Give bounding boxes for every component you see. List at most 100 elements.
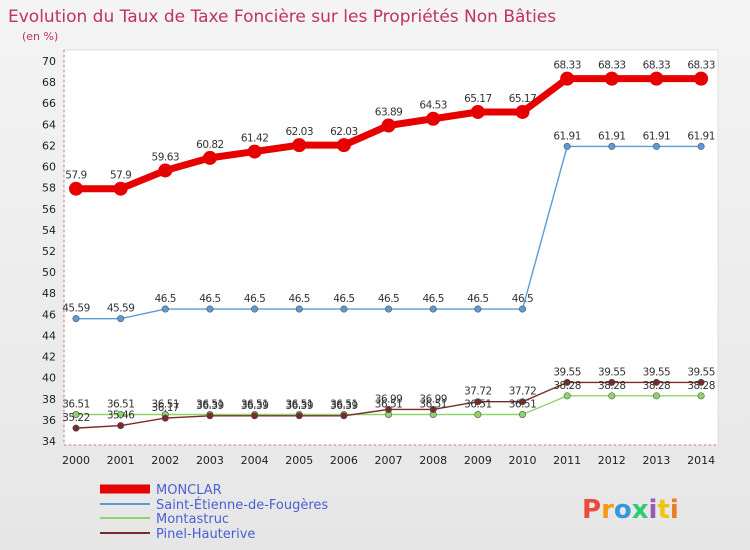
x-tick-label: 2000	[62, 454, 90, 467]
data-label: 61.91	[687, 130, 715, 142]
data-point	[608, 378, 616, 386]
data-point	[295, 412, 303, 420]
data-label: 60.82	[196, 139, 224, 151]
y-tick-label: 62	[42, 139, 56, 152]
data-point	[117, 315, 125, 323]
data-label: 62.03	[285, 126, 313, 138]
brand-logo: Proxiti	[582, 495, 679, 525]
data-point	[72, 411, 80, 419]
data-label: 36.39	[241, 400, 269, 412]
data-point	[72, 315, 80, 323]
data-label: 36.51	[419, 399, 447, 411]
data-label: 37.72	[509, 386, 537, 398]
data-label: 36.51	[375, 399, 403, 411]
data-label: 36.51	[509, 399, 537, 411]
y-tick-label: 46	[42, 308, 56, 321]
data-point	[563, 142, 571, 150]
data-label: 61.91	[643, 130, 671, 142]
x-tick-label: 2002	[151, 454, 179, 467]
data-point	[72, 424, 80, 432]
data-point	[202, 150, 217, 165]
data-point	[515, 104, 530, 119]
y-tick-label: 60	[42, 161, 56, 174]
data-point	[518, 305, 526, 313]
data-point	[470, 104, 485, 119]
data-point	[604, 71, 619, 86]
data-label: 36.17	[152, 402, 180, 414]
data-label: 61.42	[241, 133, 269, 145]
y-tick-label: 44	[42, 329, 56, 342]
data-point	[117, 411, 125, 419]
data-point	[694, 71, 709, 86]
data-label: 36.51	[464, 399, 492, 411]
data-label: 61.91	[598, 130, 626, 142]
x-tick-label: 2009	[464, 454, 492, 467]
data-point	[340, 412, 348, 420]
data-label: 61.91	[553, 130, 581, 142]
data-point	[518, 411, 526, 419]
legend-label: MONCLAR	[156, 483, 222, 498]
plot-area	[63, 49, 719, 446]
data-label: 36.39	[196, 400, 224, 412]
data-label: 46.5	[512, 293, 533, 305]
data-point	[206, 305, 214, 313]
data-label: 39.55	[687, 366, 715, 378]
data-label: 57.9	[65, 170, 86, 182]
x-tick-label: 2001	[107, 454, 135, 467]
data-label: 36.51	[285, 399, 313, 411]
y-tick-label: 36	[42, 414, 56, 427]
data-point	[608, 392, 616, 400]
data-point	[158, 163, 173, 178]
data-label: 57.9	[110, 170, 131, 182]
data-point	[608, 142, 616, 150]
data-label: 36.51	[241, 399, 269, 411]
data-point	[563, 392, 571, 400]
data-point	[560, 71, 575, 86]
data-label: 46.5	[378, 293, 399, 305]
data-point	[652, 378, 660, 386]
data-point	[117, 422, 125, 430]
data-point	[247, 144, 262, 159]
x-tick-label: 2012	[598, 454, 626, 467]
data-label: 36.51	[62, 399, 90, 411]
data-label: 65.17	[509, 93, 537, 105]
data-label: 36.99	[419, 393, 447, 405]
data-point	[385, 305, 393, 313]
data-point	[652, 142, 660, 150]
x-tick-label: 2007	[375, 454, 403, 467]
data-point	[429, 405, 437, 413]
data-label: 68.33	[687, 60, 715, 72]
data-label: 37.72	[464, 386, 492, 398]
data-label: 35.46	[107, 410, 135, 422]
data-label: 45.59	[107, 303, 135, 315]
data-label: 38.28	[643, 380, 671, 392]
data-point	[474, 398, 482, 406]
y-tick-label: 50	[42, 266, 56, 279]
data-label: 46.5	[467, 293, 488, 305]
x-tick-label: 2011	[553, 454, 581, 467]
y-tick-label: 64	[42, 118, 56, 131]
data-point	[206, 412, 214, 420]
x-tick-label: 2003	[196, 454, 224, 467]
x-tick-label: 2005	[285, 454, 313, 467]
data-point	[697, 392, 705, 400]
chart-title: Evolution du Taux de Taxe Foncière sur l…	[8, 7, 556, 27]
x-tick-label: 2008	[419, 454, 447, 467]
data-label: 68.33	[553, 60, 581, 72]
data-point	[292, 138, 307, 153]
data-label: 45.59	[62, 303, 90, 315]
data-label: 46.5	[423, 293, 444, 305]
data-point	[474, 411, 482, 419]
data-label: 36.39	[330, 400, 358, 412]
legend: MONCLARSaint-Étienne-de-FougèresMontastr…	[100, 483, 328, 542]
data-label: 46.5	[199, 293, 220, 305]
y-tick-label: 70	[42, 55, 56, 68]
data-label: 46.5	[289, 293, 310, 305]
data-point	[429, 305, 437, 313]
y-tick-label: 52	[42, 245, 56, 258]
data-label: 38.28	[553, 380, 581, 392]
y-tick-label: 38	[42, 393, 56, 406]
data-point	[474, 305, 482, 313]
